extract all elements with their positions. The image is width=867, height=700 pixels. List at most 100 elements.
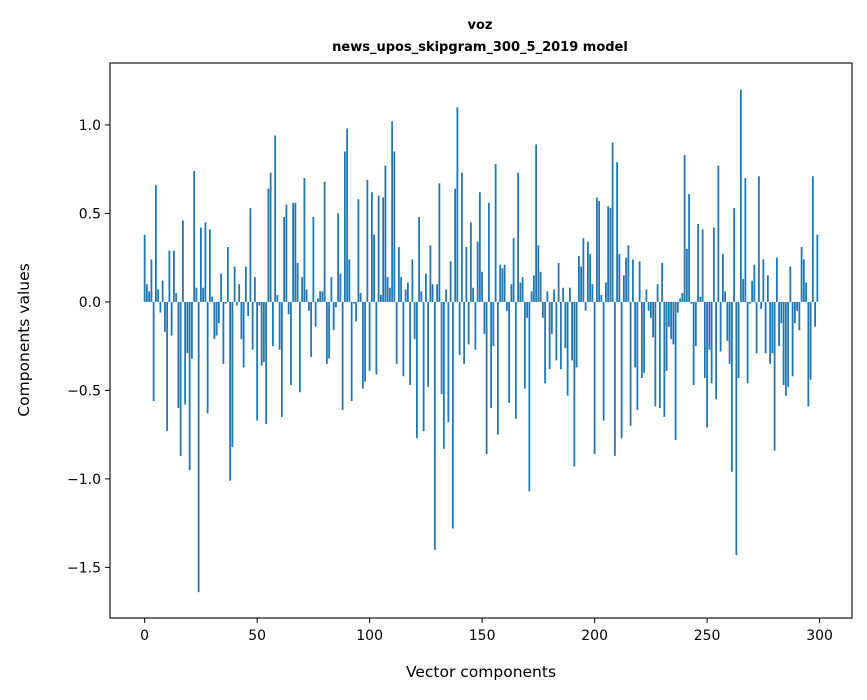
bar-component-134 [445, 289, 448, 302]
bar-component-234 [670, 301, 673, 340]
bar-component-177 [541, 301, 544, 318]
bar-component-233 [667, 301, 670, 327]
bar-component-114 [400, 277, 403, 302]
bar-component-7 [159, 301, 162, 313]
bar-component-207 [609, 208, 612, 302]
bar-component-90 [346, 128, 349, 302]
bar-component-123 [420, 291, 423, 302]
bar-component-190 [571, 301, 574, 361]
bar-component-285 [784, 301, 787, 396]
bar-component-215 [627, 245, 630, 302]
bar-component-121 [415, 301, 418, 439]
x-tick-label: 150 [469, 628, 496, 644]
bar-component-71 [303, 178, 306, 302]
bar-component-22 [193, 170, 196, 302]
bar-component-155 [492, 301, 495, 347]
bar-component-266 [742, 278, 745, 302]
bar-component-6 [157, 289, 160, 302]
bar-component-239 [681, 293, 684, 302]
bar-component-281 [775, 257, 778, 302]
bar-component-9 [163, 301, 166, 333]
bar-component-259 [726, 301, 729, 341]
bar-component-221 [640, 301, 643, 379]
bar-component-80 [323, 181, 326, 302]
bar-component-202 [598, 201, 601, 302]
bar-component-78 [319, 291, 322, 302]
bar-component-288 [791, 301, 794, 377]
y-tick-label: 0.0 [79, 295, 101, 311]
bar-component-206 [607, 206, 610, 302]
bar-component-118 [409, 301, 412, 386]
bar-component-187 [564, 301, 567, 348]
bar-component-68 [296, 262, 299, 302]
bar-component-159 [501, 268, 504, 302]
bar-component-161 [505, 301, 508, 311]
bar-component-112 [395, 301, 398, 364]
bar-component-284 [782, 301, 785, 386]
bar-component-176 [539, 271, 542, 302]
bar-component-175 [537, 245, 540, 302]
bar-component-107 [384, 165, 387, 302]
bar-component-152 [485, 301, 488, 455]
x-tick-label: 300 [806, 628, 833, 644]
bar-component-94 [355, 301, 358, 322]
bar-component-275 [762, 259, 765, 302]
bar-component-26 [202, 287, 205, 302]
bar-component-66 [292, 202, 295, 302]
x-tick-label: 0 [140, 628, 149, 644]
bar-component-133 [442, 301, 445, 449]
bar-component-110 [391, 121, 394, 302]
bar-component-143 [465, 247, 468, 302]
bar-component-180 [548, 301, 551, 370]
bar-component-39 [231, 301, 234, 448]
bar-component-34 [220, 273, 223, 302]
bar-component-18 [184, 301, 187, 405]
bar-component-62 [283, 216, 286, 302]
bar-component-0 [143, 234, 146, 302]
bar-component-162 [508, 301, 511, 403]
bar-component-74 [310, 301, 313, 357]
bar-component-43 [240, 301, 243, 340]
bar-component-132 [440, 301, 443, 394]
bar-component-253 [712, 227, 715, 302]
bar-component-252 [710, 301, 713, 384]
bar-component-23 [195, 287, 198, 302]
bar-component-154 [490, 301, 493, 409]
bar-component-232 [665, 301, 668, 371]
bar-component-246 [697, 224, 700, 302]
bar-component-219 [636, 301, 639, 410]
bar-component-236 [674, 301, 677, 440]
bar-component-20 [188, 301, 191, 471]
bar-component-101 [370, 192, 373, 302]
bar-component-131 [438, 183, 441, 302]
bar-component-42 [238, 284, 241, 302]
bar-component-156 [494, 163, 497, 302]
bar-component-100 [368, 301, 371, 371]
bar-component-171 [528, 301, 531, 492]
bar-component-194 [580, 266, 583, 302]
bar-component-126 [427, 301, 430, 387]
bar-component-45 [244, 266, 247, 302]
bar-component-299 [816, 234, 819, 302]
bar-component-70 [301, 277, 304, 302]
bar-component-83 [330, 277, 333, 302]
x-axis-label: Vector components [406, 663, 556, 681]
bar-component-127 [429, 245, 432, 302]
bar-component-98 [364, 301, 367, 382]
bar-component-205 [604, 282, 607, 302]
bar-component-283 [780, 301, 783, 324]
bar-component-89 [343, 151, 346, 302]
bar-component-108 [386, 277, 389, 302]
bar-component-245 [694, 301, 697, 347]
bar-component-75 [312, 216, 315, 302]
bar-component-264 [737, 301, 740, 379]
bar-component-2 [148, 291, 151, 302]
bar-component-99 [366, 179, 369, 302]
bar-component-262 [733, 208, 736, 302]
bar-component-32 [215, 301, 218, 336]
bar-component-240 [683, 155, 686, 302]
bar-component-33 [217, 301, 220, 324]
bar-component-229 [658, 301, 661, 409]
bar-component-249 [703, 301, 706, 379]
bar-component-193 [577, 255, 580, 302]
